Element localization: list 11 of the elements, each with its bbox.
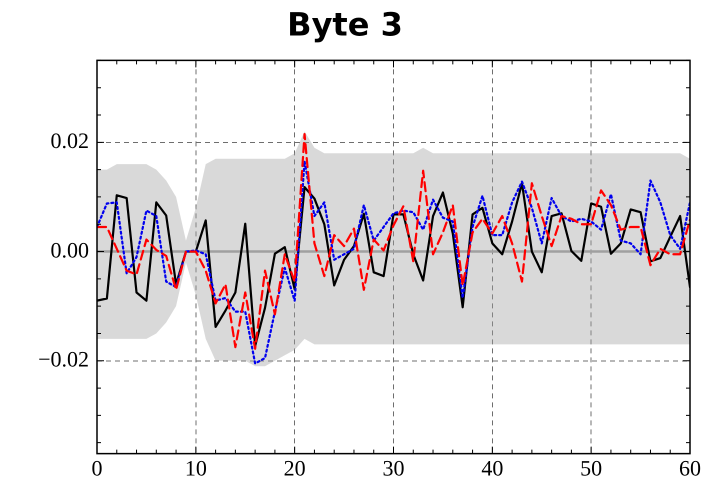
chart-title: Byte 3 <box>287 6 403 44</box>
x-tick-label: 10 <box>184 456 207 481</box>
y-tick-label: 0.00 <box>50 237 89 262</box>
y-tick-label: −0.02 <box>38 346 89 372</box>
x-tick-label: 20 <box>284 456 306 481</box>
x-tick-label: 30 <box>382 456 404 481</box>
x-tick-label: 0 <box>92 456 102 481</box>
x-tick-label: 40 <box>481 456 504 481</box>
x-tick-label: 60 <box>679 456 701 481</box>
y-tick-label: 0.02 <box>50 128 89 154</box>
x-tick-label: 50 <box>580 456 602 481</box>
